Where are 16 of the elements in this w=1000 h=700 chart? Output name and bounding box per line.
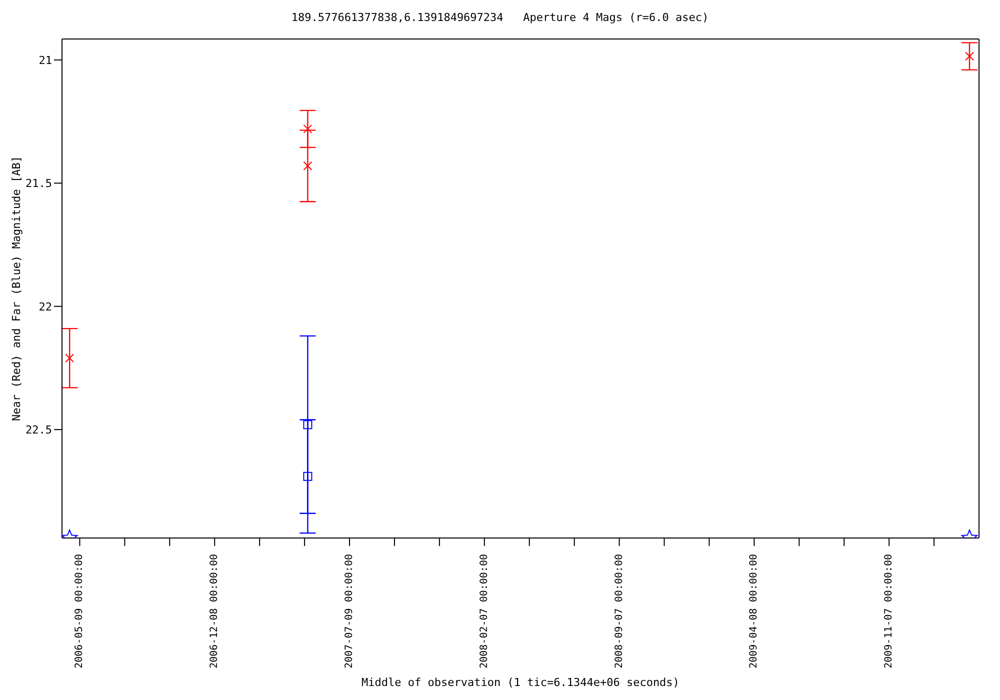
y-tick-label: 22 — [38, 300, 52, 314]
x-axis-title: Middle of observation (1 tic=6.1344e+06 seconds) — [362, 676, 680, 689]
x-tick-label: 2008-09-07 00:00:00 — [614, 554, 625, 668]
x-tick-label: 2009-04-08 00:00:00 — [748, 554, 760, 668]
x-tick-label: 2006-12-08 00:00:00 — [209, 554, 220, 668]
x-tick-label: 2006-05-09 00:00:00 — [74, 554, 86, 668]
chart-title: 189.577661377838,6.1391849697234 Aperture 4 Mags (r=6.0 asec) — [290, 10, 710, 26]
x-tick-label: 2008-02-07 00:00:00 — [478, 554, 490, 668]
y-tick-label: 21.5 — [26, 177, 52, 190]
point — [303, 472, 312, 481]
point — [303, 420, 312, 430]
y-tick-label: 22.5 — [26, 423, 52, 436]
x-tick-label: 2007-07-09 00:00:00 — [344, 554, 356, 668]
y-tick-label: 21 — [38, 54, 52, 67]
x-tick-label: 2009-11-07 00:00:00 — [884, 554, 895, 668]
y-axis-title: Near (Red) and Far (Blue) Magnitude [AB] — [10, 156, 23, 421]
